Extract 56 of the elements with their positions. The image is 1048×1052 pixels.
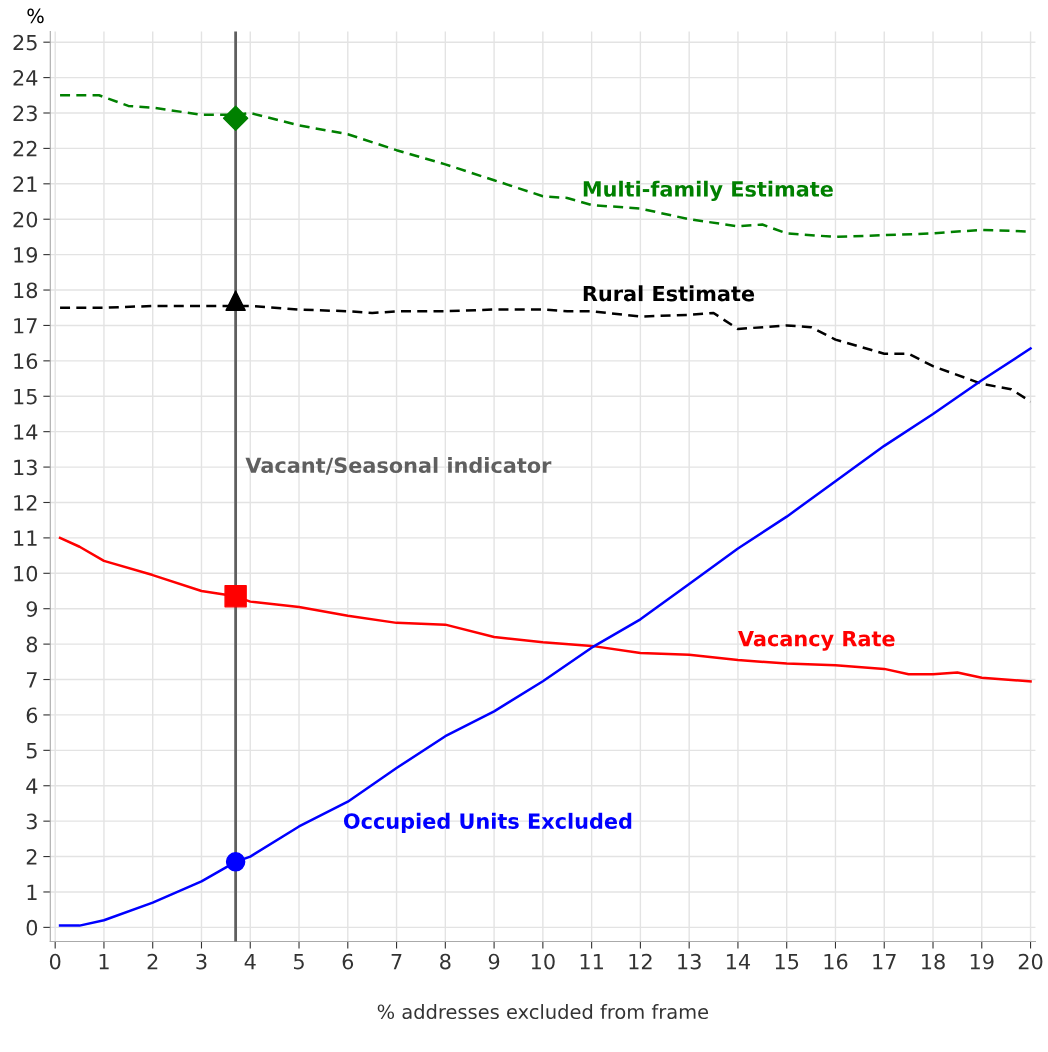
line-series (58, 347, 1032, 927)
y-tick-label: 10 (14, 565, 38, 582)
y-tick-label: 14 (14, 424, 38, 440)
y-tick-label: 16 (14, 353, 38, 370)
y-tick-label: 1 (27, 884, 37, 900)
x-tick-label: 11 (580, 953, 603, 970)
x-tick-label: 8 (440, 953, 451, 970)
x-tick-label: 20 (1018, 953, 1043, 970)
x-tick-label: 12 (629, 953, 652, 970)
x-tick-label: 5 (294, 953, 304, 970)
y-tick-label: 25 (13, 34, 37, 51)
y-tick-label: 3 (26, 813, 37, 830)
x-axis-title: % addresses excluded from frame (377, 1004, 709, 1020)
y-tick-label: 9 (26, 601, 38, 617)
y-axis-title: % (27, 8, 44, 24)
y-tick-label: 13 (14, 459, 37, 476)
y-tick-label: 12 (14, 494, 37, 511)
y-tick-label: 24 (13, 70, 38, 86)
series-label: Vacancy Rate (738, 630, 895, 651)
x-tick-label: 15 (775, 953, 799, 970)
line-series (58, 536, 1032, 683)
x-tick-label: 17 (873, 953, 896, 970)
y-tick-label: 19 (14, 247, 38, 263)
x-tick-label: 19 (970, 953, 994, 970)
y-tick-label: 21 (13, 176, 37, 192)
y-tick-label: 20 (13, 211, 38, 228)
x-tick-label: 2 (147, 953, 158, 970)
y-tick-label: 15 (14, 388, 37, 405)
x-tick-label: 4 (244, 953, 256, 970)
y-tick-label: 2 (26, 849, 37, 865)
x-tick-label: 1 (99, 953, 109, 970)
series-label: Occupied Units Excluded (343, 812, 632, 834)
series-label: Rural Estimate (583, 285, 755, 302)
x-tick-label: 14 (726, 953, 751, 970)
series-label: Multi-family Estimate (583, 180, 833, 202)
x-tick-label: 16 (824, 953, 848, 970)
y-tick-label: 0 (26, 919, 38, 936)
x-tick-label: 6 (342, 953, 354, 970)
y-tick-label: 17 (14, 318, 37, 334)
x-tick-label: 18 (922, 953, 945, 970)
y-tick-label: 7 (26, 672, 37, 688)
y-tick-label: 8 (26, 636, 38, 653)
y-tick-label: 4 (26, 778, 38, 794)
x-tick-label: 10 (531, 953, 555, 970)
y-tick-label: 5 (26, 743, 37, 759)
x-tick-label: 0 (49, 953, 61, 970)
x-tick-label: 7 (391, 953, 402, 970)
x-tick-label: 13 (678, 953, 701, 970)
y-tick-label: 11 (14, 530, 37, 546)
y-tick-label: 22 (13, 140, 37, 157)
ref-line-label: Vacant/Seasonal indicator (245, 456, 552, 475)
x-tick-label: 3 (196, 953, 207, 970)
y-tick-label: 18 (14, 282, 38, 299)
y-tick-label: 6 (26, 707, 38, 724)
x-tick-label: 9 (488, 953, 500, 970)
y-tick-label: 23 (13, 105, 37, 122)
